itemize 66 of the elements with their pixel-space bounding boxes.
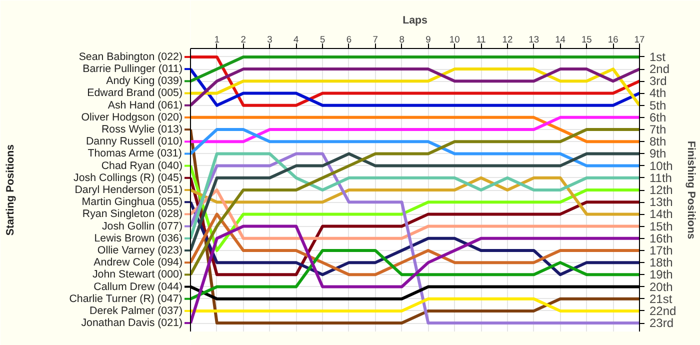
legend-label: Barrie Pullinger (011) <box>82 63 183 76</box>
legend-label: Martin Ginghua (055) <box>82 196 183 208</box>
legend-label: Jonathan Davis (021) <box>81 317 183 330</box>
legend-label: Ollie Varney (023) <box>97 244 183 256</box>
x-tick-label: 11 <box>476 34 486 44</box>
y-tick-label: 16th <box>650 231 673 246</box>
legend-label: John Stewart (000) <box>92 268 183 281</box>
y-tick-label: 23rd <box>650 316 674 330</box>
y-tick-label: 6th <box>650 110 666 124</box>
y-tick-label: 9th <box>650 146 666 161</box>
legend-label: Josh Collings (R) (045) <box>74 172 182 184</box>
x-tick-label: 5 <box>320 34 326 44</box>
x-tick-label: 13 <box>528 34 540 44</box>
legend-label: Daryl Henderson (051) <box>74 184 182 196</box>
y-tick-label: 8th <box>650 134 666 149</box>
legend-label: Andy King (039) <box>106 75 183 88</box>
x-axis-title: Laps <box>402 14 428 26</box>
x-tick-label: 3 <box>267 34 272 44</box>
x-tick-label: 6 <box>346 34 352 44</box>
y-tick-label: 7th <box>650 122 666 137</box>
y-tick-label: 12th <box>650 183 673 197</box>
x-tick-label: 1 <box>214 34 220 44</box>
legend-label: Callum Drew (044) <box>94 280 183 293</box>
y-tick-label: 1st <box>650 50 666 64</box>
y-tick-label: 5th <box>650 98 666 112</box>
y-tick-label: 18th <box>650 256 673 270</box>
x-tick-label: 15 <box>581 34 592 44</box>
x-tick-label: 10 <box>449 34 460 44</box>
y-tick-label: 15th <box>650 219 673 234</box>
y-tick-label: 19th <box>650 268 673 282</box>
legend-label: Sean Babington (022) <box>78 50 183 63</box>
x-tick-label: 9 <box>426 34 431 44</box>
legend-label: Charlie Turner (R) (047) <box>69 292 182 305</box>
legend-label: Edward Brand (005) <box>87 87 183 100</box>
legend-label: Ash Hand (061) <box>108 99 183 112</box>
x-tick-label: 12 <box>502 34 513 44</box>
legend-label: Lewis Brown (036) <box>94 232 183 244</box>
x-tick-label: 17 <box>634 34 645 44</box>
legend-label: Ryan Singleton (028) <box>82 208 183 220</box>
y-tick-label: 13th <box>650 195 673 210</box>
legend-label: Ross Wylie (013) <box>101 124 182 136</box>
y-tick-label: 11th <box>650 170 672 185</box>
y-tick-label: 4th <box>650 86 666 100</box>
legend-label: Chad Ryan (040) <box>101 160 183 172</box>
x-tick-label: 16 <box>608 34 618 44</box>
x-tick-label: 14 <box>555 34 566 44</box>
y-tick-label: 22nd <box>650 304 676 318</box>
y-tick-label: 17th <box>650 243 673 258</box>
legend-label: Thomas Arme (031) <box>88 148 182 160</box>
y-tick-label: 21st <box>650 292 673 306</box>
legend-label: Oliver Hodgson (020) <box>81 111 182 124</box>
x-tick-label: 2 <box>240 34 246 44</box>
y-tick-label: 10th <box>650 158 673 173</box>
x-tick-label: 4 <box>294 34 299 44</box>
y-tick-label: 3rd <box>650 74 667 88</box>
y-tick-label: 2nd <box>650 62 670 76</box>
legend-label: Danny Russell (010) <box>86 136 183 148</box>
y-tick-label: 14th <box>650 207 673 222</box>
legend-label: Andrew Cole (094) <box>94 256 183 269</box>
y-axis-title: Finishing Positions <box>685 140 698 240</box>
x-tick-label: 8 <box>399 34 404 44</box>
x-tick-label: 7 <box>372 34 378 44</box>
legend-label: Josh Gollin (077) <box>102 220 183 232</box>
y-tick-label: 20th <box>650 280 673 294</box>
legend-label: Derek Palmer (037) <box>90 304 183 317</box>
text: Starting Positions <box>4 144 16 236</box>
